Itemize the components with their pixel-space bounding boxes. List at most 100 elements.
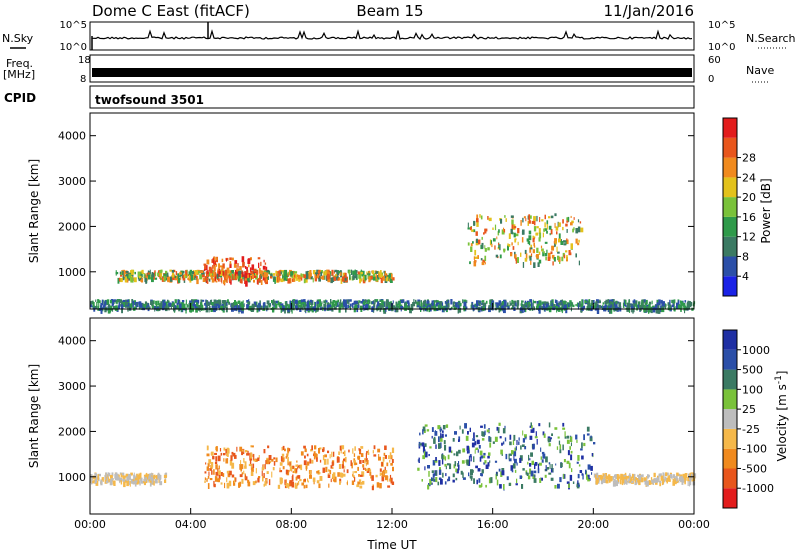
nsearch-tick-top: 10^5 <box>708 20 735 31</box>
power-cell <box>608 303 611 310</box>
power-cell <box>669 299 671 305</box>
velocity-cell <box>222 473 225 477</box>
velocity-cell <box>220 452 222 456</box>
power-cell <box>558 222 561 227</box>
velocity-cell <box>210 462 214 468</box>
velocity-cell <box>578 464 581 467</box>
velocity-cell <box>480 425 483 428</box>
power-cell <box>496 302 499 308</box>
velocity-cell <box>641 477 644 483</box>
power-cell <box>141 269 144 274</box>
velocity-cell <box>424 466 426 471</box>
velocity-cell <box>97 474 100 480</box>
velocity-cell <box>554 485 557 489</box>
velocity-cell <box>336 457 340 463</box>
power-cell <box>141 302 144 306</box>
power-cell <box>330 277 333 284</box>
velocity-cell <box>244 461 247 467</box>
velocity-cell <box>233 480 236 486</box>
velocity-cell <box>288 469 290 473</box>
velocity-cell <box>383 452 386 456</box>
power-cell <box>300 306 304 309</box>
power-cell <box>558 302 562 305</box>
velocity-cell <box>452 479 455 483</box>
velocity-cell <box>485 484 487 488</box>
velocity-cell <box>94 473 97 477</box>
power-cell <box>676 302 679 309</box>
power-cell <box>190 302 193 308</box>
velocity-cell <box>389 459 391 463</box>
velocity-cell <box>209 468 212 471</box>
power-cell <box>637 304 640 309</box>
velocity-cell <box>478 445 481 449</box>
velocity-cell <box>305 466 308 471</box>
power-cell <box>511 242 513 246</box>
velocity-colorbar-tick-label: 500 <box>742 364 763 377</box>
power-cell <box>349 299 352 302</box>
power-cell <box>507 306 510 310</box>
power-cell <box>497 247 500 250</box>
velocity-cell <box>422 426 426 432</box>
velocity-cell <box>468 455 470 461</box>
power-cell <box>157 273 160 277</box>
velocity-cell <box>628 474 632 481</box>
power-cell <box>431 300 434 306</box>
velocity-cell <box>478 478 481 483</box>
power-cell <box>94 305 98 310</box>
power-cell <box>168 302 172 307</box>
power-cell <box>554 222 556 228</box>
velocity-cell <box>447 463 450 466</box>
velocity-cell <box>648 480 651 485</box>
velocity-cell <box>123 481 126 488</box>
velocity-cell <box>376 482 380 488</box>
velocity-cell <box>289 462 291 466</box>
power-cell <box>147 306 150 310</box>
power-cell <box>326 269 329 275</box>
velocity-cell <box>656 477 659 483</box>
velocity-cell <box>659 480 662 487</box>
velocity-cell <box>458 436 461 442</box>
power-cell <box>398 304 401 309</box>
power-cell <box>226 258 227 262</box>
velocity-cell <box>585 469 587 475</box>
power-cell <box>537 262 540 267</box>
velocity-cell <box>377 448 381 453</box>
velocity-cell <box>539 462 542 466</box>
velocity-y-tick-label: 3000 <box>58 380 86 393</box>
power-cell <box>246 275 250 282</box>
velocity-cell <box>381 470 383 476</box>
velocity-cell <box>428 454 430 457</box>
velocity-cell <box>220 482 223 485</box>
power-cell <box>209 278 211 282</box>
power-cell <box>590 305 592 311</box>
power-cell <box>319 275 321 282</box>
power-cell <box>524 304 528 308</box>
power-cell <box>121 307 123 314</box>
velocity-cell <box>281 477 283 484</box>
velocity-cell <box>297 482 299 486</box>
velocity-cell <box>268 459 271 463</box>
power-cell <box>132 300 134 304</box>
power-cell <box>218 306 221 311</box>
velocity-cell <box>257 477 260 483</box>
velocity-cell <box>264 464 266 470</box>
power-cell <box>155 300 158 305</box>
velocity-cell <box>547 437 551 443</box>
velocity-cell <box>626 480 629 483</box>
velocity-cell <box>293 467 296 473</box>
velocity-cell <box>289 481 291 487</box>
velocity-cell <box>281 453 285 457</box>
velocity-cell <box>515 483 518 486</box>
power-cell <box>365 299 367 302</box>
power-cell <box>177 304 179 309</box>
power-cell <box>587 305 590 309</box>
velocity-cell <box>466 459 469 466</box>
power-cell <box>473 261 477 267</box>
power-cell <box>437 302 439 305</box>
power-cell <box>343 299 346 305</box>
power-cell <box>511 223 514 229</box>
power-cell <box>224 303 227 308</box>
power-cell <box>605 299 608 304</box>
freq-panel-frame <box>89 54 695 83</box>
velocity-cell <box>632 473 634 479</box>
